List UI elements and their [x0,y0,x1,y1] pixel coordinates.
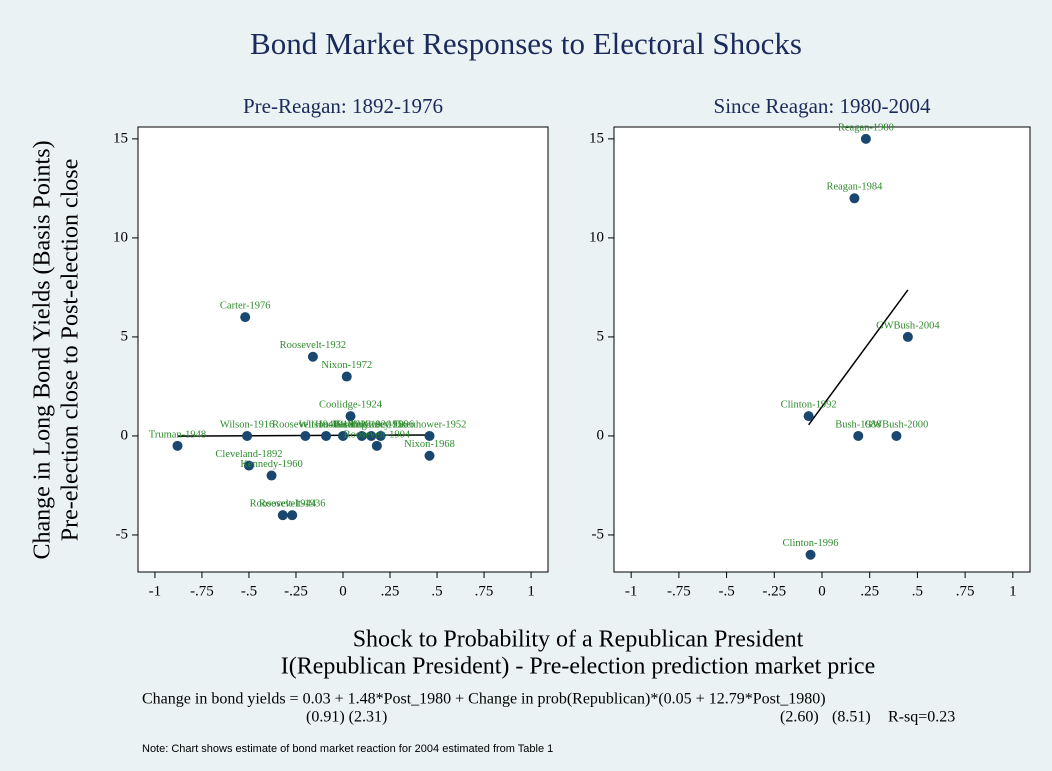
point-label: Clinton-1992 [781,400,837,411]
point [277,510,288,521]
plot-area [613,126,1031,573]
point [300,430,311,441]
x-tick-label: 1 [1009,583,1017,599]
point [243,460,254,471]
y-tick-label: 0 [121,427,129,443]
y-label: Change in Long Bond Yields (Basis Points… [30,140,56,559]
point-label: Roosevelt-1940 [272,419,339,430]
point-label: Harding-1920 [332,419,391,430]
x-tick-label: -1 [149,583,162,599]
point [321,430,332,441]
point-label: Wilson-1912 [299,419,353,430]
point [891,430,902,441]
x-tick-label: .5 [912,583,923,599]
point-label: GWBush-2000 [865,419,929,430]
point-label: Eisenhower-1952 [393,419,467,430]
point [849,193,860,204]
y-tick-label: -5 [592,526,605,542]
point-label: Reagan-1984 [826,182,883,193]
y-tick-label: 5 [597,328,605,344]
x-tick-label: .75 [475,583,494,599]
panel-title: Pre-Reagan: 1892-1976 [243,94,443,118]
x-tick-label: .75 [956,583,975,599]
point-label: Kennedy-1960 [240,459,302,470]
point [371,440,382,451]
point-label: Truman-1948 [149,429,206,440]
point-label: GWBush-2004 [876,320,940,331]
point [860,133,871,144]
note: Note: Chart shows estimate of bond marke… [142,743,553,755]
point-label: Hoover-1928 [315,419,371,430]
y-tick-label: 15 [113,130,128,146]
equation: Change in bond yields = 0.03 + 1.48*Post… [142,691,826,708]
x-tick-label: 0 [339,583,347,599]
point [307,351,318,362]
y-label: Pre-election close to Post-election clos… [58,159,84,542]
x-tick-label: -1 [625,583,638,599]
point-label: Eisenhower-1956 [334,419,408,430]
point [366,430,377,441]
point-label: Carter-1976 [220,301,271,312]
point [266,470,277,481]
y-tick-label: -5 [116,526,129,542]
point [805,549,816,560]
x-tick-label: -.75 [190,583,214,599]
point [172,440,183,451]
standard-error: (8.51) [832,709,871,726]
point-label: Roosevelt-1904 [344,429,411,440]
point [356,430,367,441]
point [287,510,298,521]
point-label: Wilson-1916 [220,419,274,430]
x-tick-label: -.5 [241,583,257,599]
title: Bond Market Responses to Electoral Shock… [250,26,802,61]
y-tick-label: 15 [589,130,604,146]
standard-error: (2.60) [780,709,819,726]
point-label: Roosevelt-1932 [280,340,347,351]
r-squared: R-sq=0.23 [888,709,955,726]
point [341,371,352,382]
point [375,430,386,441]
x-tick-label: -.25 [762,583,786,599]
x-tick-label: 1 [527,583,535,599]
x-tick-label: -.5 [718,583,734,599]
point [242,430,253,441]
x-label: I(Republican President) - Pre-election p… [281,654,875,680]
y-tick-label: 10 [589,229,604,245]
plot-area [137,126,549,573]
point-label: Reagan-1980 [838,122,894,133]
x-tick-label: .25 [860,583,879,599]
point [853,430,864,441]
point-label: Nixon-1972 [321,360,372,371]
fit-line [808,289,909,426]
x-tick-label: -.25 [284,583,308,599]
y-tick-label: 10 [113,229,128,245]
point-label: Bush-1988 [835,419,881,430]
point-label: Coolidge-1924 [319,400,383,411]
point [338,430,348,441]
point-label: Nixon-1968 [404,439,455,450]
x-tick-label: .25 [381,583,400,599]
point-label: Roosevelt-1936 [259,499,326,510]
x-tick-label: .5 [431,583,442,599]
point [803,411,814,422]
panel-title: Since Reagan: 1980-2004 [714,94,931,118]
y-tick-label: 0 [597,427,605,443]
standard-error: (0.91) (2.31) [306,709,387,726]
point [345,411,356,422]
point [240,312,251,323]
point [424,430,435,441]
point [902,331,913,342]
point [424,450,435,461]
x-tick-label: -.75 [667,583,691,599]
point-label: McKinley-1896 [347,419,414,430]
x-tick-label: 0 [818,583,826,599]
point-label: Cleveland-1892 [215,449,282,460]
x-label: Shock to Probability of a Republican Pre… [353,627,804,653]
point-label: Clinton-1996 [783,538,839,549]
y-tick-label: 5 [121,328,129,344]
point-label: Roosevelt-1944 [250,499,317,510]
